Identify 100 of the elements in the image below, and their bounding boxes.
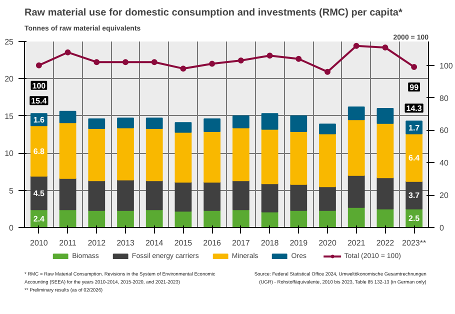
bar bbox=[406, 180, 423, 210]
data-label: 1.7 bbox=[408, 123, 420, 132]
bar bbox=[174, 122, 192, 133]
x-tick-label: 2016 bbox=[203, 238, 222, 248]
point bbox=[411, 64, 418, 70]
bar bbox=[376, 177, 394, 210]
y2-tick-label: 60 bbox=[440, 126, 449, 136]
y2-tick-label: 80 bbox=[440, 94, 449, 103]
y-tick-label: 15 bbox=[4, 112, 14, 121]
data-label: 99 bbox=[410, 82, 420, 92]
bar bbox=[59, 178, 76, 210]
y2-tick-label: 100 bbox=[440, 61, 454, 70]
bar bbox=[290, 210, 308, 228]
x-tick-label: 2020 bbox=[318, 238, 337, 248]
bar bbox=[290, 131, 308, 185]
y2-tick-label: 0 bbox=[440, 224, 444, 232]
x-tick-label: 2022 bbox=[376, 238, 395, 248]
y-tick-label: 0 bbox=[9, 224, 14, 232]
bar bbox=[348, 206, 365, 228]
x-tick-label: 2011 bbox=[59, 238, 77, 248]
bar bbox=[146, 180, 163, 210]
bar bbox=[59, 122, 76, 179]
data-label: 3.7 bbox=[408, 191, 420, 200]
bar bbox=[406, 133, 423, 182]
point bbox=[209, 60, 216, 67]
bar bbox=[319, 186, 336, 211]
bar bbox=[88, 128, 106, 182]
bar bbox=[376, 122, 394, 178]
bar bbox=[406, 120, 423, 134]
x-tick-label: 2012 bbox=[88, 238, 106, 248]
point bbox=[151, 59, 158, 66]
total-label: 14.3 bbox=[406, 104, 422, 114]
bar bbox=[146, 118, 163, 130]
x-tick-label: 2019 bbox=[290, 238, 308, 248]
bar bbox=[348, 106, 365, 120]
point bbox=[266, 52, 273, 59]
point bbox=[94, 59, 100, 66]
y-tick-label: 20 bbox=[4, 74, 14, 84]
bar bbox=[232, 115, 250, 128]
bar bbox=[232, 209, 250, 228]
point bbox=[36, 62, 42, 68]
x-tick-label: 2014 bbox=[145, 238, 164, 248]
y-tick-label: 5 bbox=[9, 186, 14, 196]
point bbox=[238, 57, 244, 64]
bar bbox=[204, 131, 221, 183]
bar bbox=[376, 108, 394, 124]
bar bbox=[232, 180, 250, 210]
y2-tick-label: 40 bbox=[440, 158, 449, 168]
point bbox=[180, 66, 186, 72]
x-tick-label: 2017 bbox=[232, 238, 250, 248]
x-tick-label: 2010 bbox=[30, 238, 48, 248]
data-label: 100 bbox=[32, 81, 46, 90]
bar bbox=[117, 210, 134, 228]
y-tick-label: 10 bbox=[4, 149, 14, 158]
bar bbox=[204, 182, 221, 211]
data-label: 4.5 bbox=[33, 188, 46, 198]
data-label: 1.6 bbox=[33, 116, 46, 125]
x-tick-label: 2013 bbox=[116, 238, 135, 248]
x-tick-label: 2015 bbox=[174, 238, 193, 248]
x-tick-label: 2021 bbox=[347, 238, 366, 248]
bar bbox=[174, 182, 192, 212]
data-label: 6.4 bbox=[408, 154, 420, 163]
data-label: 6.8 bbox=[33, 146, 46, 156]
point bbox=[353, 42, 360, 49]
bar bbox=[204, 118, 221, 132]
bar bbox=[117, 179, 134, 211]
point bbox=[64, 49, 71, 56]
y-tick-label: 25 bbox=[4, 38, 14, 46]
bar bbox=[348, 119, 365, 176]
bar bbox=[348, 174, 365, 208]
total-label: 15.4 bbox=[31, 96, 48, 106]
x-tick-label: 2018 bbox=[260, 238, 280, 248]
bar bbox=[261, 183, 278, 212]
bar bbox=[30, 125, 48, 177]
bar bbox=[88, 118, 106, 130]
bar bbox=[59, 209, 76, 228]
bar bbox=[117, 127, 134, 180]
bar bbox=[88, 210, 106, 228]
bar bbox=[261, 113, 278, 130]
chart-title: Raw material use for domestic consumption and investments (RMC) per capita* bbox=[24, 8, 402, 18]
bar bbox=[59, 110, 76, 124]
bar bbox=[319, 210, 336, 228]
bar bbox=[88, 180, 106, 211]
point bbox=[324, 68, 330, 75]
bar bbox=[232, 127, 250, 182]
bar bbox=[117, 118, 134, 128]
bar bbox=[174, 210, 192, 228]
x-tick-label: 2023** bbox=[402, 238, 426, 248]
bar bbox=[261, 128, 278, 184]
bar bbox=[290, 184, 308, 211]
bar bbox=[30, 176, 48, 210]
y2-tick-label: 20 bbox=[440, 191, 449, 200]
bar bbox=[319, 124, 336, 134]
bar bbox=[146, 209, 163, 228]
bar bbox=[290, 115, 308, 132]
bar bbox=[146, 128, 163, 182]
point bbox=[122, 59, 128, 66]
data-label: 2.5 bbox=[408, 214, 420, 224]
bar bbox=[319, 133, 336, 188]
bar bbox=[174, 132, 192, 183]
